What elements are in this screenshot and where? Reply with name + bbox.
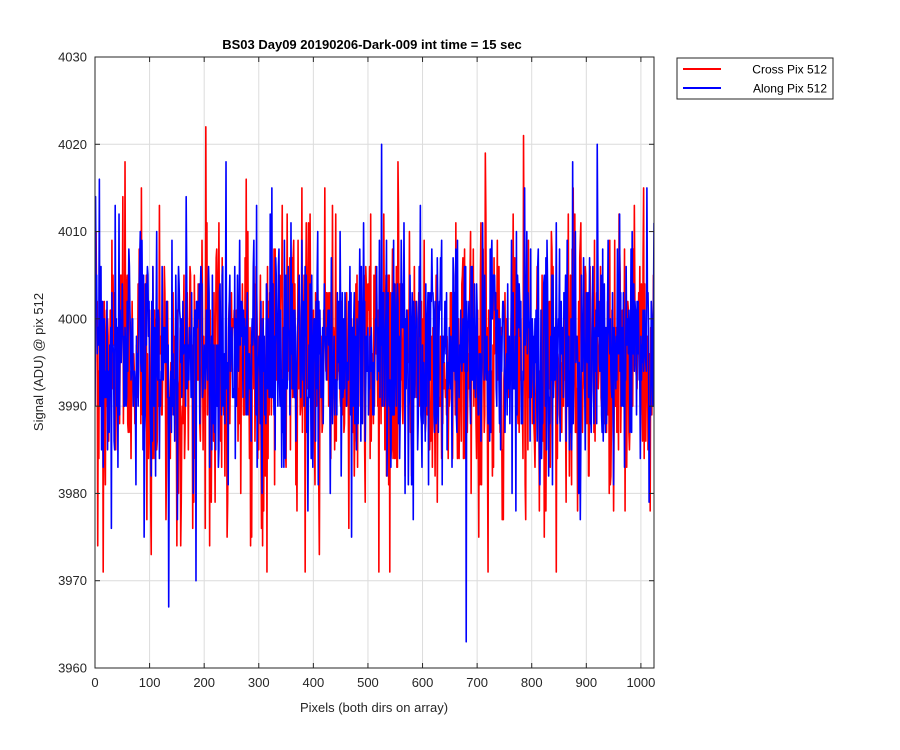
x-axis-label: Pixels (both dirs on array)	[300, 700, 448, 715]
y-axis-label: Signal (ADU) @ pix 512	[31, 293, 46, 431]
x-tick-label: 1000	[626, 675, 655, 690]
x-tick-label: 100	[139, 675, 161, 690]
y-tick-label: 4010	[58, 224, 87, 239]
y-tick-label: 3980	[58, 486, 87, 501]
axes-box	[94, 56, 655, 669]
legend: Cross Pix 512 Along Pix 512	[676, 57, 834, 100]
legend-label-cross: Cross Pix 512	[752, 63, 827, 77]
series-line-along	[95, 143, 654, 643]
x-tick-label: 700	[466, 675, 488, 690]
x-tick-label: 600	[412, 675, 434, 690]
y-tick-label: 4020	[58, 137, 87, 152]
x-tick-label: 200	[193, 675, 215, 690]
data-series	[95, 126, 654, 643]
x-tick-label: 500	[357, 675, 379, 690]
x-tick-label: 900	[575, 675, 597, 690]
y-tick-label: 3960	[58, 661, 87, 676]
x-tick-label: 300	[248, 675, 270, 690]
legend-label-along: Along Pix 512	[753, 82, 827, 96]
legend-box	[676, 57, 834, 100]
x-tick-label: 0	[91, 675, 98, 690]
y-tick-label: 4030	[58, 50, 87, 65]
y-tick-label: 3970	[58, 573, 87, 588]
x-tick-label: 800	[521, 675, 543, 690]
chart-title: BS03 Day09 20190206-Dark-009 int time = …	[222, 37, 522, 52]
y-tick-label: 3990	[58, 399, 87, 414]
axis-ticks: 0 100 200 300 400 500 600 700 800 900 1000 3960 3970…	[58, 50, 655, 691]
x-tick-label: 400	[303, 675, 325, 690]
y-tick-label: 4000	[58, 311, 87, 326]
